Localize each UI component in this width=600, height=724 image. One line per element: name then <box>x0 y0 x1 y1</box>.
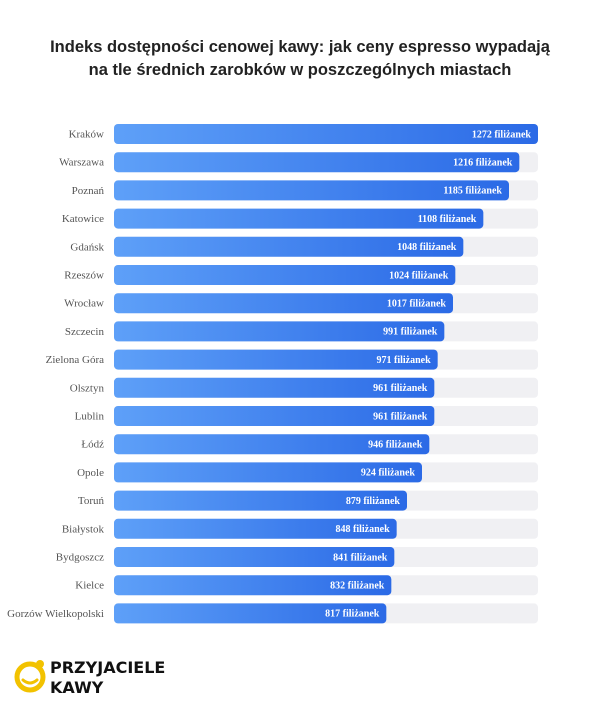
y-tick-label: Szczecin <box>65 326 105 338</box>
bar <box>114 575 392 596</box>
value-label: 1185 filiżanek <box>443 186 502 197</box>
value-label: 848 filiżanek <box>335 524 390 535</box>
value-label: 832 filiżanek <box>330 580 385 591</box>
chart-title: Indeks dostępności cenowej kawy: jak cen… <box>50 38 551 56</box>
logo-text: PRZYJACIELE <box>50 658 165 677</box>
y-tick-label: Kraków <box>69 129 104 141</box>
y-tick-label: Gdańsk <box>70 241 104 253</box>
y-tick-label: Olsztyn <box>70 382 105 394</box>
y-tick-label: Wrocław <box>64 298 104 310</box>
bar <box>114 236 464 257</box>
logo-text: KAWY <box>50 678 104 697</box>
y-tick-label: Lublin <box>75 411 105 423</box>
value-label: 1024 filiżanek <box>389 270 449 281</box>
value-label: 1272 filiżanek <box>472 129 532 140</box>
y-tick-label: Opole <box>77 467 104 479</box>
bar <box>114 490 407 511</box>
value-label: 946 filiżanek <box>368 439 423 450</box>
bar <box>114 603 387 624</box>
y-tick-label: Katowice <box>62 213 104 225</box>
y-tick-label: Białystok <box>62 523 105 535</box>
y-tick-label: Zielona Góra <box>46 354 104 366</box>
bar <box>114 462 422 483</box>
y-tick-label: Gorzów Wielkopolski <box>7 608 104 620</box>
bar <box>114 518 397 539</box>
y-tick-label: Łódź <box>81 439 104 451</box>
bar <box>114 321 445 342</box>
logo-icon <box>14 660 46 693</box>
bar <box>114 406 435 426</box>
bar <box>114 547 395 567</box>
bar <box>114 434 430 455</box>
value-label: 1216 filiżanek <box>453 157 513 168</box>
chart-title: na tle średnich zarobków w poszczególnyc… <box>89 61 512 79</box>
value-label: 971 filiżanek <box>376 355 431 366</box>
value-label: 1108 filiżanek <box>418 214 477 225</box>
bar <box>114 124 538 144</box>
y-tick-label: Poznań <box>72 185 105 197</box>
bar <box>114 208 484 229</box>
bar <box>114 265 456 285</box>
bar <box>114 293 453 314</box>
value-label: 961 filiżanek <box>373 411 428 422</box>
bar <box>114 377 435 398</box>
value-label: 961 filiżanek <box>373 383 428 394</box>
value-label: 1017 filiżanek <box>387 298 447 309</box>
value-label: 879 filiżanek <box>346 496 401 507</box>
y-tick-label: Bydgoszcz <box>56 552 104 564</box>
value-label: 817 filiżanek <box>325 609 380 620</box>
y-tick-label: Toruń <box>78 495 105 507</box>
value-label: 924 filiżanek <box>361 468 416 479</box>
bar <box>114 349 438 370</box>
y-tick-label: Kielce <box>75 580 104 592</box>
value-label: 991 filiżanek <box>383 327 438 338</box>
y-tick-label: Rzeszów <box>64 270 104 282</box>
bar <box>114 180 509 201</box>
y-tick-label: Warszawa <box>59 157 104 169</box>
value-label: 841 filiżanek <box>333 552 388 563</box>
bar <box>114 152 520 173</box>
value-label: 1048 filiżanek <box>397 242 457 253</box>
